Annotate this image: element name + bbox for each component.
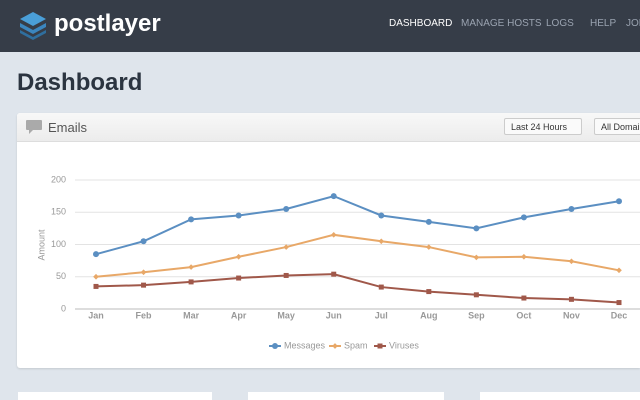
legend-label: Viruses [389,340,419,350]
legend-label: Messages [284,340,326,350]
point [520,214,527,221]
point [188,279,194,285]
x-tick-label: Jul [375,310,388,320]
point [332,343,338,349]
point [521,295,527,301]
point [378,284,384,290]
point [473,254,480,261]
domain-label: All Domains [601,122,640,132]
x-tick-label: Jun [326,310,342,320]
x-tick-label: May [277,310,295,320]
point [283,272,289,278]
point [272,343,278,349]
y-tick-label: 200 [51,174,66,184]
point [93,283,99,289]
point [236,275,242,281]
y-tick-label: 50 [56,271,66,281]
widget [248,392,444,400]
range-label: Last 24 Hours [511,122,568,132]
point [93,251,99,258]
y-tick-label: 150 [51,207,66,217]
point [568,258,575,265]
point [93,273,99,280]
point [473,225,480,232]
emails-panel: Emails Last 24 Hours All Domains 0 50 100 1… [17,113,640,368]
point [616,267,622,274]
x-tick-label: Feb [136,310,153,320]
point [140,269,147,276]
point [425,244,432,250]
chart: 0 50 100 150 200 Amount Jan Feb Mar Apr May Jun Jul A… [36,174,640,350]
point [235,212,242,219]
brand[interactable]: postlayer [54,10,161,37]
point [330,193,337,200]
x-tick-label: Oct [516,310,531,320]
point [473,292,479,298]
domain-select[interactable]: All Domains [594,118,640,135]
point [568,206,575,213]
point [425,218,432,225]
x-tick-label: Mar [183,310,200,320]
nav-item[interactable]: MANAGE HOSTS [461,18,542,29]
point [616,300,622,306]
legend-label: Spam [344,340,368,350]
point [426,289,432,295]
series-line [95,273,620,304]
page-title: Dashboard [17,69,143,96]
series-line [95,195,620,256]
point [141,282,147,288]
series-line [95,233,620,278]
navbar: postlayer DASHBOARD MANAGE HOSTS LOGS HE… [0,0,640,52]
y-axis-label: Amount [36,229,46,261]
x-tick-label: Nov [563,310,580,320]
widget [18,392,212,400]
point [521,253,527,260]
point [331,271,337,277]
x-tick-label: Dec [611,310,628,320]
y-tick-label: 0 [61,303,66,313]
point [235,253,242,260]
point [330,231,337,238]
x-tick-label: Aug [420,310,438,320]
nav-item[interactable]: JOH [626,18,640,29]
panel-title: Emails [48,120,88,135]
point [188,264,194,270]
point [188,216,195,223]
nav-item[interactable]: LOGS [546,18,574,29]
panel-header: Emails Last 24 Hours All Domains [17,113,640,142]
nav-item[interactable]: HELP [590,18,617,29]
nav-item[interactable]: DASHBOARD [389,18,453,29]
point [377,343,383,349]
chat-icon [26,120,42,134]
point [283,206,290,213]
point [616,198,622,205]
point [140,238,147,245]
widget [480,392,640,400]
point [378,238,385,245]
point [283,244,290,250]
point [568,296,574,302]
range-select[interactable]: Last 24 Hours [504,118,582,135]
y-tick-label: 100 [51,239,66,249]
x-tick-label: Jan [88,310,104,320]
x-tick-label: Apr [231,310,247,320]
point [378,212,385,219]
x-tick-label: Sep [468,310,485,320]
logo [20,12,46,40]
